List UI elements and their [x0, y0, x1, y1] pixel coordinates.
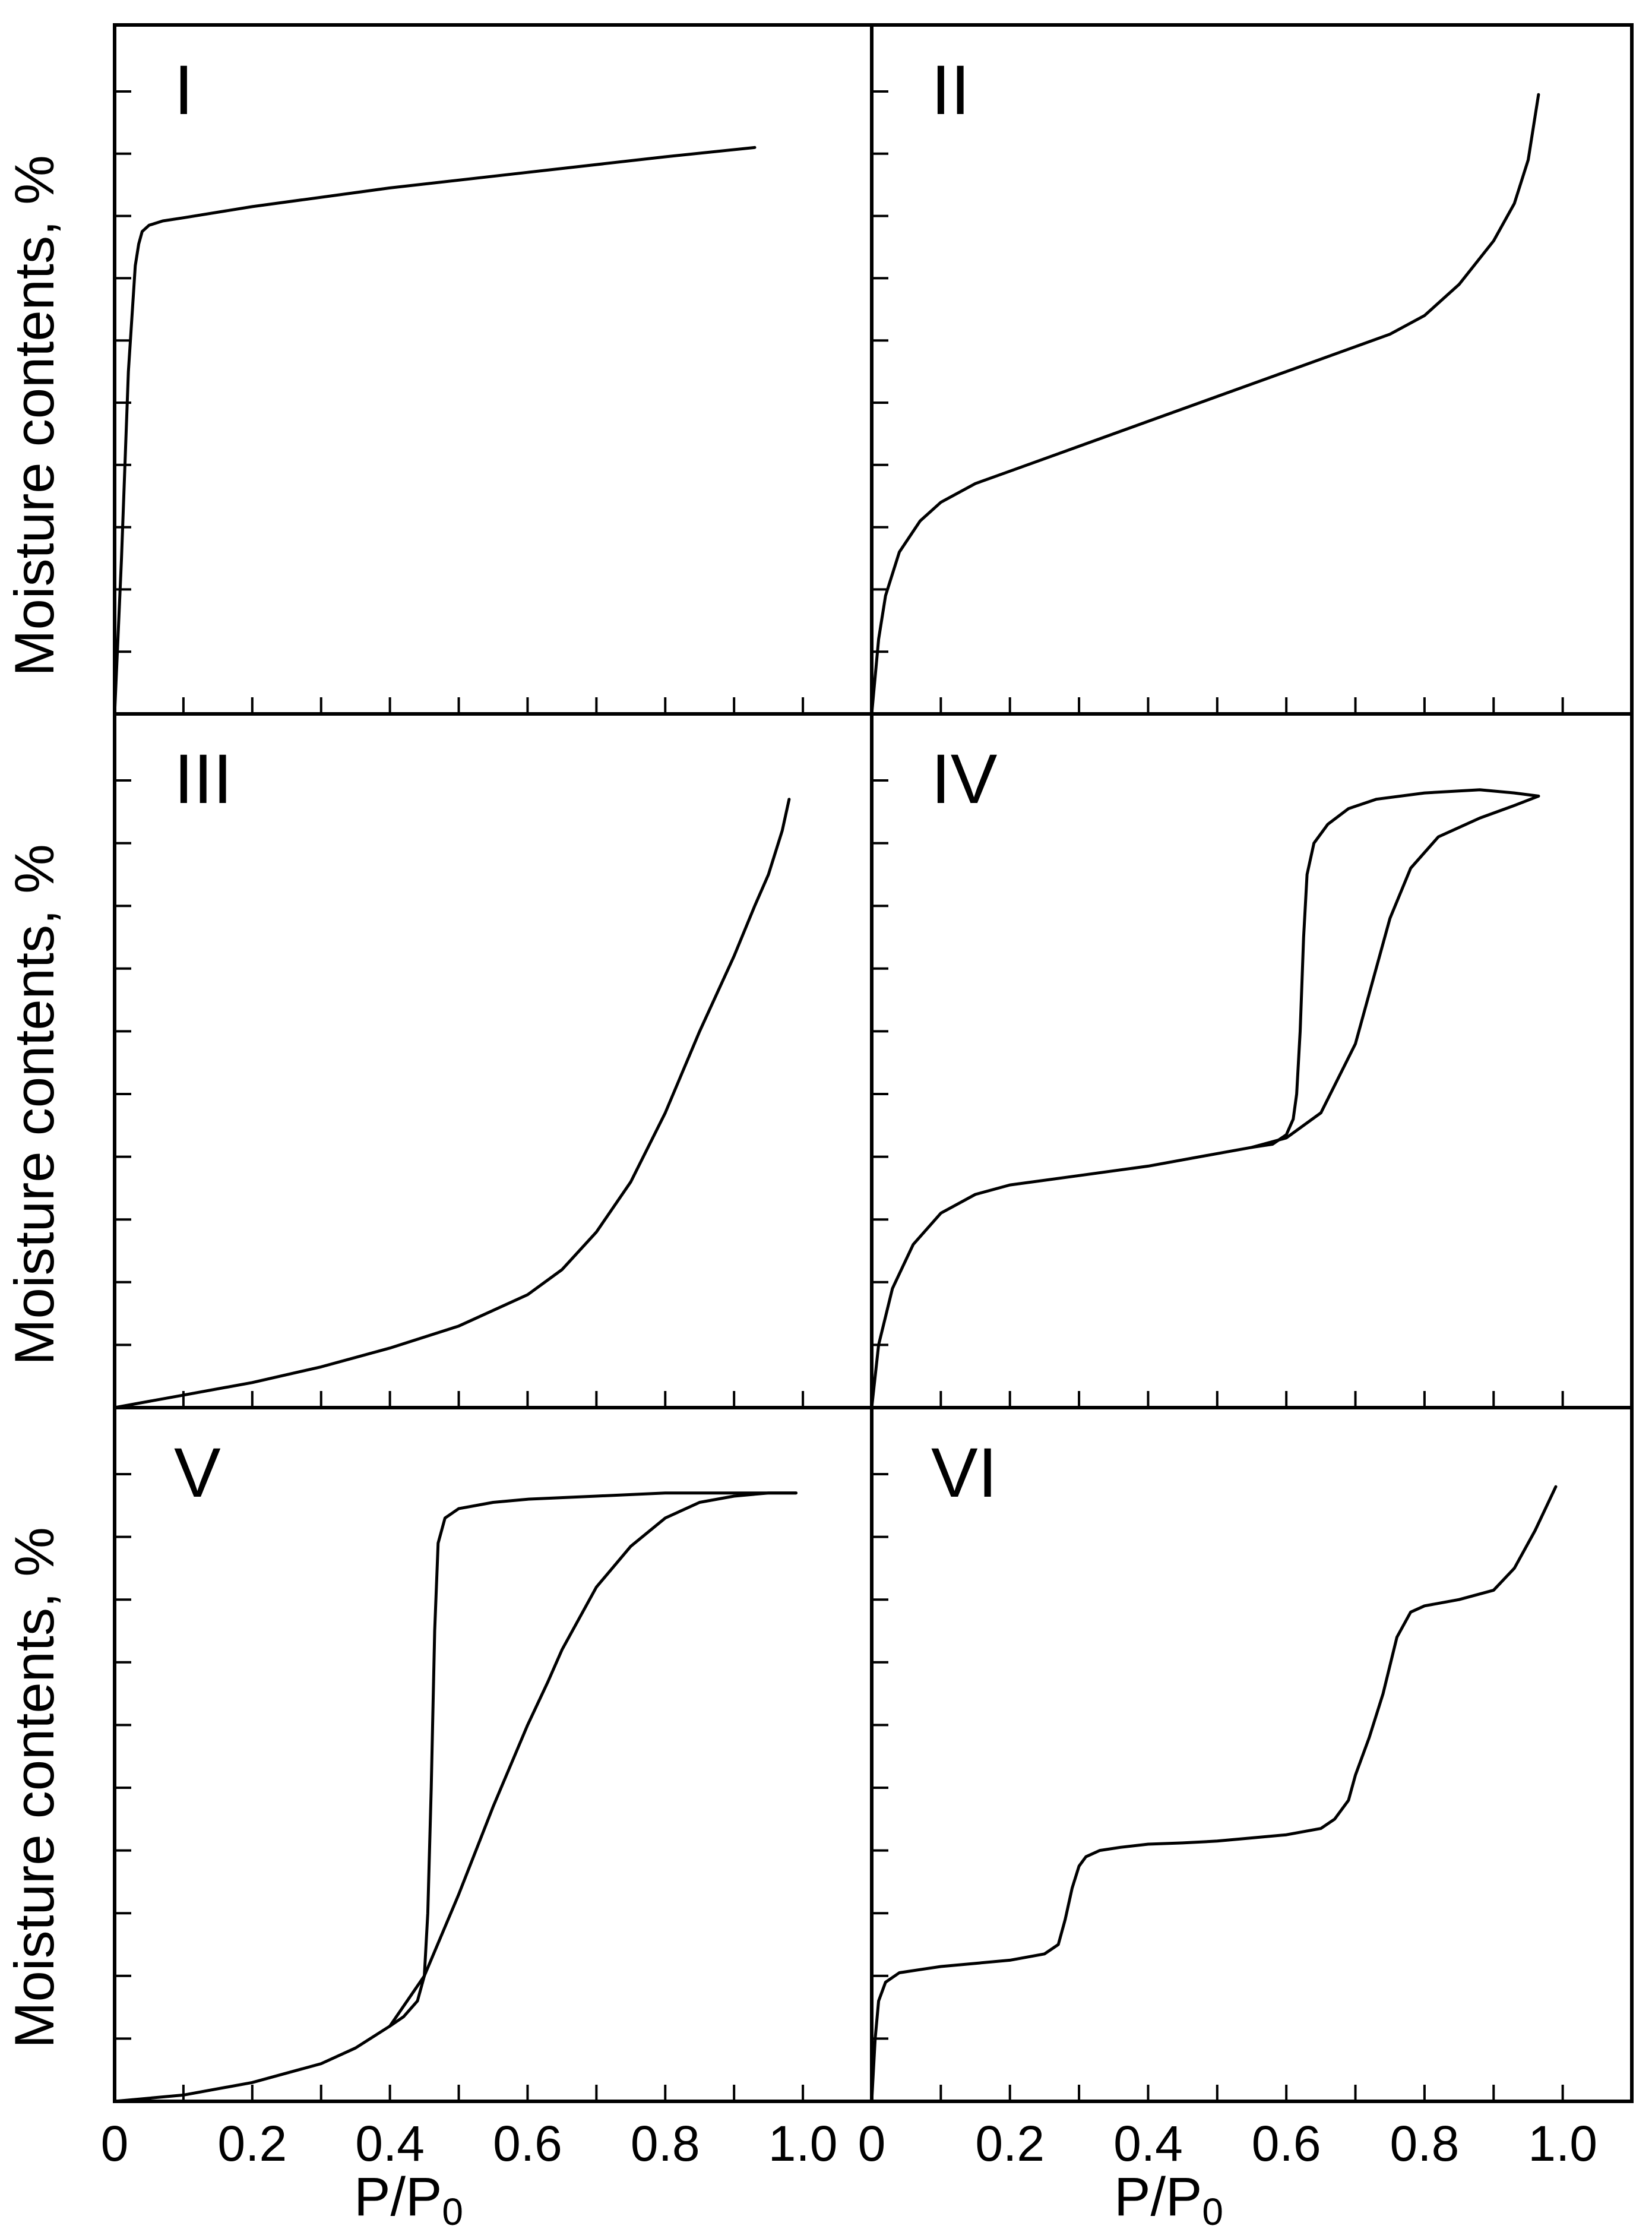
panel-label-VI: VI — [931, 1434, 998, 1512]
x-tick-label-V-2: 0.4 — [355, 2116, 425, 2171]
x-axis-label-right: P/P0 — [1114, 2167, 1223, 2232]
panel-frame-I — [113, 23, 874, 716]
series-line-IV-0 — [870, 794, 1540, 1409]
x-axis-label-right-main: P/P — [1114, 2167, 1202, 2227]
panel-I: I — [113, 23, 874, 716]
series-line-III-0 — [113, 798, 791, 1409]
x-tick-label-VI-4: 0.8 — [1390, 2116, 1460, 2171]
x-tick-label-VI-3: 0.6 — [1252, 2116, 1321, 2171]
x-tick-label-VI-1: 0.2 — [975, 2116, 1045, 2171]
x-tick-label-VI-2: 0.4 — [1113, 2116, 1183, 2171]
x-tick-label-V-0: 0 — [101, 2116, 129, 2171]
y-axis-label-row-3: Moisture contents, % — [3, 1527, 65, 2048]
x-tick-label-VI-5: 1.0 — [1528, 2116, 1597, 2171]
series-line-VI-0 — [870, 1485, 1558, 2103]
x-axis-label-left-sub: 0 — [442, 2190, 463, 2232]
panel-VI: VI 0 0.2 0.4 0.6 0.8 1.0 — [858, 1406, 1634, 2171]
panel-label-I: I — [174, 51, 194, 129]
panel-II: II — [870, 23, 1634, 716]
x-axis-label-left-main: P/P — [354, 2167, 442, 2227]
x-tick-label-V-5: 1.0 — [768, 2116, 838, 2171]
panel-label-V: V — [174, 1434, 221, 1512]
series-line-V-1 — [388, 1491, 797, 2028]
y-axis-label-row-2: Moisture contents, % — [3, 844, 65, 1365]
panel-label-IV: IV — [931, 740, 998, 818]
series-line-II-0 — [870, 93, 1540, 716]
panel-V: V 0 0.2 0.4 0.6 0.8 1.0 — [101, 1406, 874, 2171]
panel-III: III — [113, 712, 874, 1409]
series-line-I-0 — [113, 146, 757, 716]
y-axis-label-row-1: Moisture contents, % — [3, 155, 65, 676]
panel-label-II: II — [931, 51, 970, 129]
x-tick-label-V-4: 0.8 — [631, 2116, 700, 2171]
panel-frame-II — [870, 23, 1634, 716]
x-tick-label-VI-0: 0 — [858, 2116, 886, 2171]
panel-frame-VI — [870, 1406, 1634, 2103]
x-axis-label-left: P/P0 — [354, 2167, 463, 2232]
x-axis-label-right-sub: 0 — [1202, 2190, 1223, 2232]
series-line-IV-1 — [1250, 788, 1540, 1149]
x-tick-label-V-1: 0.2 — [217, 2116, 287, 2171]
panel-label-III: III — [174, 740, 232, 818]
panel-IV: IV — [870, 712, 1634, 1409]
x-tick-label-V-3: 0.6 — [493, 2116, 562, 2171]
series-line-V-0 — [113, 1491, 797, 2103]
panel-frame-V — [113, 1406, 874, 2103]
